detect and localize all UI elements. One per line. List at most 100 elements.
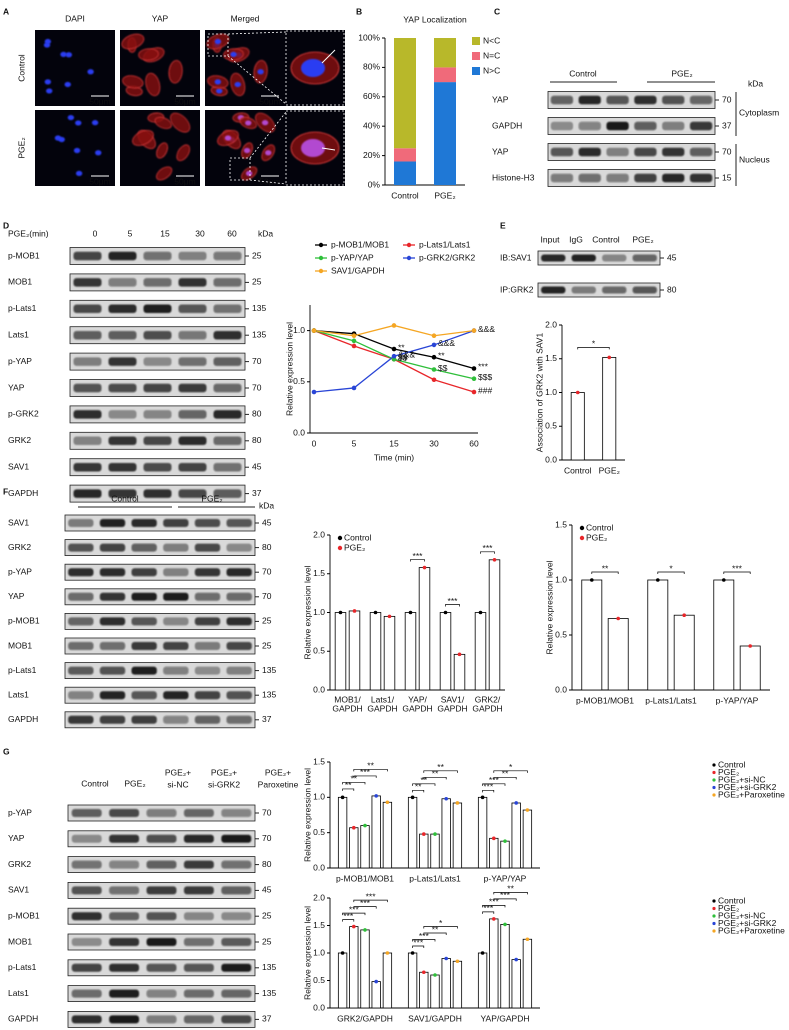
blot-band bbox=[178, 489, 207, 498]
kda-label: 80 bbox=[252, 409, 262, 419]
significance-label: ** bbox=[437, 762, 444, 772]
significance-label: ** bbox=[602, 563, 609, 573]
legend-label: PGE₂ bbox=[718, 767, 739, 777]
scale-bar-label: 50μm bbox=[259, 176, 280, 186]
blot-band bbox=[99, 691, 126, 700]
blot-band bbox=[194, 617, 221, 626]
blot-band bbox=[194, 691, 221, 700]
bar bbox=[522, 938, 533, 1009]
blot-band bbox=[226, 666, 252, 675]
legend-label: PGE₂+Paroxetine bbox=[718, 789, 785, 799]
significance-label: *** bbox=[483, 782, 494, 792]
zoom-box bbox=[207, 33, 229, 57]
significance-bracket bbox=[342, 782, 366, 785]
x-tick-label: Control bbox=[564, 465, 592, 475]
blot-band bbox=[163, 617, 189, 626]
bar bbox=[739, 645, 761, 691]
legend-swatch bbox=[406, 255, 412, 261]
significance-bracket bbox=[412, 783, 436, 786]
blot-band bbox=[226, 568, 252, 577]
bar bbox=[407, 952, 418, 1009]
blot-band bbox=[662, 147, 685, 157]
panel-label: E bbox=[500, 220, 506, 230]
blot-band bbox=[68, 568, 94, 577]
bar bbox=[371, 795, 381, 869]
y-tick-label: 0.0 bbox=[293, 427, 305, 437]
zoom-line bbox=[249, 111, 287, 159]
blot-band bbox=[662, 121, 685, 131]
significance-bracket bbox=[412, 789, 425, 793]
bar bbox=[477, 796, 488, 869]
blot-band bbox=[194, 592, 221, 601]
kda-label: 70 bbox=[252, 382, 262, 392]
zoom-line bbox=[227, 31, 287, 35]
y-tick-label: 2.0 bbox=[545, 319, 557, 329]
bar-point bbox=[422, 832, 426, 836]
blot-band bbox=[143, 489, 172, 498]
blot-band bbox=[194, 543, 221, 552]
x-tick-label: GAPDH bbox=[437, 703, 467, 713]
significance-bracket bbox=[445, 604, 460, 607]
kda-header: kDa bbox=[748, 78, 763, 88]
y-tick-label: 1.5 bbox=[313, 568, 325, 578]
blot-band bbox=[146, 860, 177, 869]
blot-band bbox=[178, 251, 207, 261]
bar-point bbox=[340, 951, 345, 955]
blot-band bbox=[163, 715, 189, 724]
blot-band bbox=[213, 330, 242, 340]
blot-band bbox=[226, 519, 252, 527]
bar bbox=[407, 796, 418, 869]
x-tick-label: GAPDH bbox=[402, 703, 432, 713]
bar-point bbox=[590, 578, 594, 582]
bar bbox=[452, 802, 463, 869]
y-tick-label: 1.5 bbox=[313, 920, 325, 930]
x-tick-label: PGE₂ bbox=[434, 190, 455, 200]
blot-band bbox=[146, 989, 177, 998]
series-point bbox=[471, 376, 477, 382]
blot-band bbox=[131, 642, 157, 650]
significance-label: ** bbox=[345, 780, 352, 790]
blot-label: MOB1 bbox=[8, 640, 32, 650]
kda-label: 25 bbox=[262, 910, 272, 920]
kda-header: kDa bbox=[258, 228, 273, 238]
lane-label: PGE₂+ bbox=[165, 767, 191, 777]
y-tick-label: 40% bbox=[363, 120, 380, 130]
x-tick-label: 30 bbox=[429, 438, 439, 448]
lane-label: 5 bbox=[128, 228, 133, 238]
nucleus bbox=[245, 170, 253, 177]
blot-band bbox=[108, 436, 137, 446]
kda-label: 135 bbox=[252, 329, 266, 339]
bar-point bbox=[492, 836, 496, 841]
bar-point bbox=[433, 973, 437, 977]
blot-band bbox=[550, 95, 574, 105]
x-tick-label: GRK2/GAPDH bbox=[337, 1013, 393, 1023]
y-tick-label: 0.5 bbox=[555, 629, 567, 639]
series-point bbox=[351, 385, 357, 391]
y-tick-label: 1.0 bbox=[313, 607, 325, 617]
blot-band bbox=[99, 568, 126, 577]
fraction-label: Nucleus bbox=[739, 154, 770, 164]
bar-point bbox=[352, 825, 356, 830]
blot-label: p-MOB1 bbox=[8, 250, 40, 260]
y-tick-label: 80% bbox=[363, 62, 380, 72]
bar bbox=[349, 827, 359, 869]
bar bbox=[477, 952, 488, 1009]
significance-label: &&& bbox=[438, 338, 455, 348]
bar bbox=[581, 579, 603, 691]
lane-label: 15 bbox=[160, 228, 170, 238]
blot-band bbox=[550, 147, 574, 157]
row-label: Control bbox=[16, 54, 26, 82]
chart-title: YAP Localization bbox=[403, 14, 467, 24]
bar-point bbox=[422, 565, 427, 570]
bar bbox=[337, 952, 348, 1009]
nucleus bbox=[230, 51, 237, 58]
legend-label: PGE₂ bbox=[718, 903, 739, 913]
significance-label: &&& bbox=[478, 324, 495, 334]
kda-label: 45 bbox=[667, 252, 677, 262]
y-tick-label: 2.0 bbox=[313, 529, 325, 539]
x-tick-label: p-YAP/YAP bbox=[716, 695, 759, 705]
nucleus bbox=[261, 120, 269, 126]
legend-swatch bbox=[472, 37, 480, 45]
significance-label: *** bbox=[489, 775, 500, 785]
bar-point bbox=[455, 801, 460, 805]
